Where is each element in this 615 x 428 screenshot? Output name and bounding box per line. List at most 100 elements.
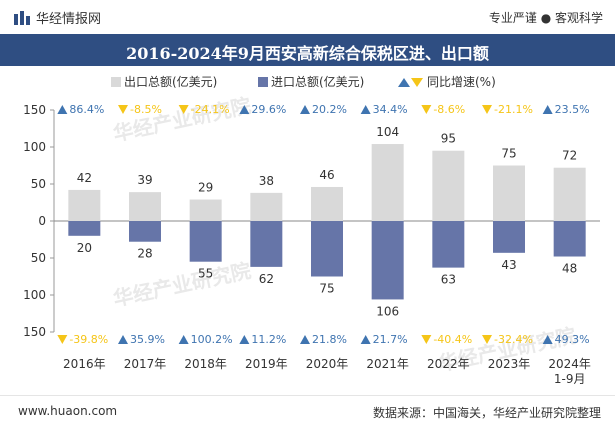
export-growth-label: 29.6% [251, 103, 286, 116]
import-growth-up-icon [300, 335, 310, 344]
import-value-label: 63 [441, 273, 456, 287]
export-bar [68, 189, 101, 221]
brand-name: 华经情报网 [36, 12, 102, 27]
legend-swatch-import [258, 77, 268, 87]
y-tick-label: 150 [23, 103, 46, 117]
export-bar [250, 192, 283, 221]
chart-title: 2016-2024年9月西安高新综合保税区进、出口额 [126, 44, 489, 63]
export-growth-label: -8.6% [433, 103, 465, 116]
import-value-label: 28 [137, 247, 152, 261]
export-value-label: 104 [376, 125, 399, 139]
footer: www.huaon.com 数据来源：中国海关，华经产业研究院整理 [0, 395, 615, 428]
x-tick-label: 2024年 [548, 357, 591, 371]
export-growth-down-icon [118, 105, 128, 114]
import-bar [129, 221, 161, 242]
import-growth-label: 21.8% [312, 333, 347, 346]
export-growth-down-icon [482, 105, 492, 114]
legend-swatch-export [111, 77, 121, 87]
import-value-label: 62 [259, 272, 274, 286]
x-tick-label: 2020年 [306, 357, 349, 371]
tagline: 专业严谨 ● 客观科学 [488, 11, 603, 25]
y-tick-label: 50 [31, 177, 46, 191]
legend-up-triangle-icon [398, 78, 410, 87]
import-growth-up-icon [542, 335, 553, 344]
import-growth-label: 21.7% [373, 333, 408, 346]
x-tick-label: 2017年 [124, 357, 167, 371]
title-bar: 2016-2024年9月西安高新综合保税区进、出口额 [0, 34, 615, 66]
export-growth-label: 34.4% [373, 103, 408, 116]
import-growth-label: -32.4% [494, 333, 533, 346]
import-bar [432, 221, 465, 268]
top-bar: 华经情报网 专业严谨 ● 客观科学 [0, 0, 615, 34]
export-growth-down-icon [178, 105, 189, 114]
legend-label-import: 进口总额(亿美元) [271, 74, 364, 89]
y-tick-label: 0 [38, 214, 46, 228]
export-growth-label: 20.2% [312, 103, 347, 116]
export-bar [553, 167, 586, 221]
y-tick-label: 100 [23, 140, 46, 154]
import-growth-down-icon [421, 335, 432, 344]
brand-logo-icon [14, 10, 30, 25]
export-growth-label: -24.1% [191, 103, 230, 116]
watermark: 华经产业研究院 [111, 258, 253, 311]
import-growth-up-icon [118, 335, 128, 344]
site-url[interactable]: www.huaon.com [18, 404, 118, 418]
x-tick-label: 2023年 [488, 357, 531, 371]
export-growth-up-icon [300, 105, 310, 114]
import-value-label: 55 [198, 267, 213, 281]
export-bar [493, 165, 525, 221]
x-tick-label: 2018年 [184, 357, 227, 371]
watermark: 华经产业研究院 [111, 93, 253, 146]
export-value-label: 42 [77, 171, 92, 185]
import-growth-label: 49.3% [555, 333, 590, 346]
brand: 华经情报网 [14, 8, 101, 27]
y-tick-label: 50 [31, 251, 46, 265]
export-growth-label: -21.1% [494, 103, 533, 116]
import-bar [68, 221, 101, 236]
export-bar [371, 144, 404, 221]
legend-label-growth: 同比增速(%) [427, 75, 496, 89]
export-value-label: 39 [137, 173, 152, 187]
export-growth-label: 23.5% [555, 103, 590, 116]
data-source: 数据来源：中国海关，华经产业研究院整理 [372, 406, 601, 420]
export-bar [189, 199, 222, 221]
y-tick-label: 100 [23, 288, 46, 302]
import-growth-down-icon [482, 335, 492, 344]
import-growth-up-icon [178, 335, 189, 344]
export-growth-up-icon [57, 105, 68, 114]
export-bar [129, 192, 161, 221]
import-bar [311, 221, 343, 277]
import-growth-label: -39.8% [69, 333, 108, 346]
import-bar [189, 221, 222, 262]
x-tick-label: 2016年 [63, 357, 106, 371]
export-bar [311, 186, 343, 221]
x-tick-label: 1-9月 [554, 372, 586, 386]
export-value-label: 95 [441, 132, 456, 146]
legend-down-triangle-icon [411, 78, 423, 87]
export-bar [432, 150, 465, 221]
import-value-label: 106 [376, 304, 399, 318]
import-bar [493, 221, 525, 253]
import-growth-label: 100.2% [191, 333, 233, 346]
import-value-label: 75 [319, 282, 334, 296]
x-tick-label: 2019年 [245, 357, 288, 371]
import-value-label: 48 [562, 262, 577, 276]
x-tick-label: 2021年 [366, 357, 409, 371]
import-bar [371, 221, 404, 300]
y-tick-label: 150 [23, 325, 46, 339]
import-growth-down-icon [57, 335, 68, 344]
export-growth-up-icon [360, 105, 371, 114]
export-value-label: 38 [259, 174, 274, 188]
export-growth-label: 86.4% [69, 103, 104, 116]
export-growth-up-icon [239, 105, 250, 114]
import-growth-label: 35.9% [130, 333, 165, 346]
x-tick-label: 2022年 [427, 357, 470, 371]
import-bar [250, 221, 283, 267]
import-value-label: 43 [501, 258, 516, 272]
import-growth-up-icon [239, 335, 250, 344]
import-value-label: 20 [77, 241, 92, 255]
export-value-label: 29 [198, 181, 213, 195]
import-growth-up-icon [360, 335, 371, 344]
export-value-label: 75 [501, 147, 516, 161]
